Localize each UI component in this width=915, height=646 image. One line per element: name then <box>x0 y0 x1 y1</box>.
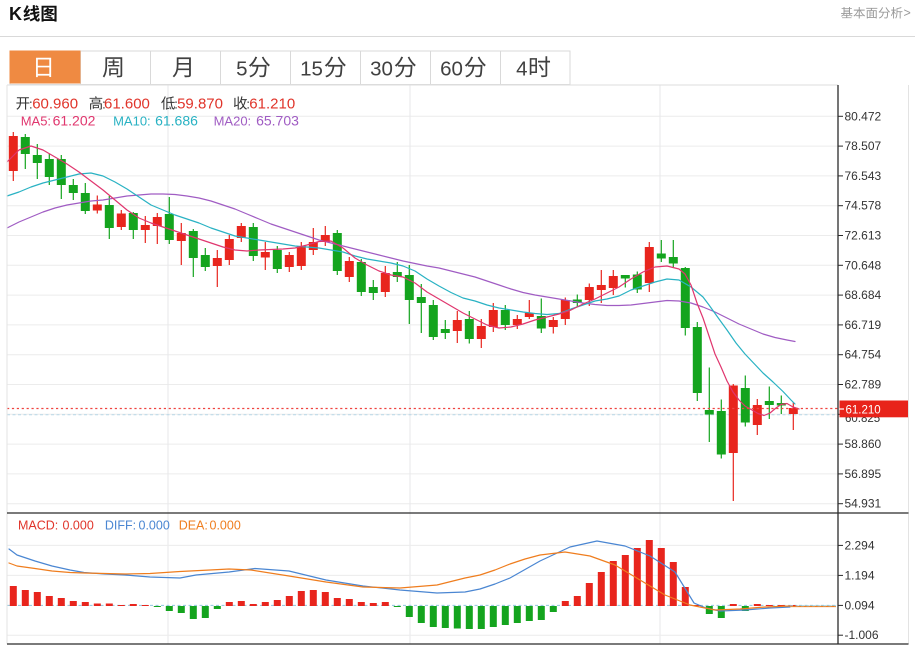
svg-text:58.860: 58.860 <box>845 437 882 451</box>
svg-text:2.294: 2.294 <box>845 538 875 552</box>
svg-text::: : <box>102 97 106 112</box>
svg-text:64.754: 64.754 <box>845 348 882 362</box>
svg-text:56.895: 56.895 <box>845 467 882 481</box>
svg-text:76.543: 76.543 <box>845 169 882 183</box>
svg-text:K: K <box>9 4 22 24</box>
svg-text:15: 15 <box>300 58 323 81</box>
svg-text:65.703: 65.703 <box>256 113 299 129</box>
svg-text:0.000: 0.000 <box>210 519 241 533</box>
svg-text:61.202: 61.202 <box>53 113 96 129</box>
svg-text:72.613: 72.613 <box>845 229 882 243</box>
svg-text:DEA:: DEA: <box>179 519 208 533</box>
svg-text:60: 60 <box>440 58 463 81</box>
svg-text:78.507: 78.507 <box>845 139 882 153</box>
svg-text:70.648: 70.648 <box>845 258 882 272</box>
svg-text:80.472: 80.472 <box>845 109 882 123</box>
svg-text:54.931: 54.931 <box>845 497 882 511</box>
svg-text:61.686: 61.686 <box>155 113 198 129</box>
svg-text:DIFF:: DIFF: <box>105 519 136 533</box>
svg-text:61.210: 61.210 <box>249 96 295 113</box>
svg-text:>: > <box>904 6 911 20</box>
svg-text:74.578: 74.578 <box>845 199 882 213</box>
svg-text::: : <box>246 97 250 112</box>
svg-text::: : <box>29 97 33 112</box>
svg-text:MACD:: MACD: <box>18 519 58 533</box>
svg-text:0.094: 0.094 <box>845 598 875 612</box>
svg-text:0.000: 0.000 <box>63 519 94 533</box>
svg-text:60.960: 60.960 <box>32 96 78 113</box>
svg-text:5: 5 <box>236 58 247 81</box>
svg-text:MA20:: MA20: <box>214 114 252 129</box>
svg-text:62.789: 62.789 <box>845 378 882 392</box>
svg-text:61.600: 61.600 <box>104 96 150 113</box>
svg-text:66.719: 66.719 <box>845 318 882 332</box>
svg-text:0.000: 0.000 <box>139 519 170 533</box>
svg-text:-1.006: -1.006 <box>845 628 879 642</box>
svg-text:30: 30 <box>370 58 393 81</box>
svg-text:4: 4 <box>516 58 527 81</box>
svg-text:59.870: 59.870 <box>177 96 223 113</box>
svg-text:1.194: 1.194 <box>845 568 875 582</box>
svg-text:68.684: 68.684 <box>845 288 882 302</box>
svg-text:61.210: 61.210 <box>846 405 881 417</box>
svg-text:MA10:: MA10: <box>113 114 151 129</box>
svg-text::: : <box>174 97 178 112</box>
svg-text:MA5:: MA5: <box>21 114 51 129</box>
